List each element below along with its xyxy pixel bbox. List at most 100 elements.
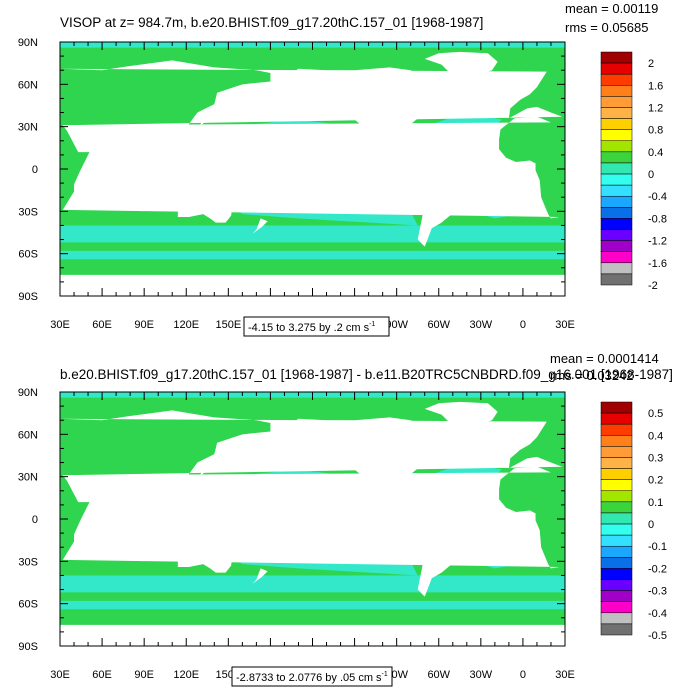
colorbar-label: -1.2: [648, 236, 667, 248]
map-area: [0, 392, 565, 646]
colorbar-label: -0.3: [648, 586, 667, 598]
colorbar-swatch: [600, 218, 633, 230]
colorbar-swatch: [600, 557, 633, 569]
x-tick-label: 30W: [470, 319, 493, 331]
colorbar-swatch: [600, 457, 633, 469]
map-panel-2: 30E60E90E120E150E180150W120W90W60W30W030…: [0, 351, 673, 687]
colorbar-label: -0.2: [648, 563, 667, 575]
land-greenland: [424, 51, 498, 85]
colorbar-swatch: [600, 579, 633, 591]
colorbar-swatch: [600, 468, 633, 480]
land-australia: [177, 184, 233, 223]
colorbar-swatch: [600, 590, 633, 602]
y-tick-label: 60N: [18, 79, 38, 91]
colorbar-swatch: [600, 62, 633, 75]
colorbar-swatch: [600, 195, 633, 208]
colorbar-swatch: [600, 490, 633, 503]
colorbar-swatch: [600, 568, 633, 580]
x-tick-label: 30W: [470, 669, 493, 681]
colorbar-swatch: [600, 523, 633, 536]
colorbar-swatch: [600, 129, 633, 142]
map-area: [0, 42, 565, 296]
colorbar-swatch: [600, 184, 633, 197]
colorbar-swatch: [600, 173, 633, 186]
y-tick-label: 90N: [18, 37, 38, 49]
land-japan: [200, 108, 218, 126]
colorbar-swatch: [600, 601, 633, 614]
stat-mean: mean = 0.00119: [565, 1, 658, 16]
colorbar-swatch: [600, 273, 633, 286]
colorbar-label: 0.1: [648, 497, 663, 509]
colorbar-label: 0.4: [648, 430, 663, 442]
colorbar-label: -0.4: [648, 608, 667, 620]
land-nz: [252, 568, 268, 584]
colorbar-swatch: [600, 479, 633, 492]
polar-cyan-band: [60, 250, 565, 260]
y-tick-label: 30S: [18, 556, 38, 568]
colorbar-swatch: [600, 240, 633, 252]
colorbar-swatch: [600, 96, 633, 108]
southern-cyan-band: [60, 225, 565, 243]
y-tick-label: 30S: [18, 206, 38, 218]
colorbar-swatch: [600, 85, 633, 97]
colorbar-swatch: [600, 545, 633, 558]
land-australia: [177, 534, 233, 573]
colorbar-label: -1.6: [648, 258, 667, 270]
y-tick-label: 90N: [18, 387, 38, 399]
contour-info-box: [231, 666, 393, 687]
land-uk: [514, 437, 525, 449]
y-tick-label: 60S: [18, 599, 38, 611]
colorbar-swatch: [600, 423, 633, 436]
colorbar-swatch: [600, 534, 633, 547]
panel-title: b.e20.BHIST.f09_g17.20thC.157_01 [1968-1…: [60, 367, 673, 382]
contour-info-box: [243, 316, 390, 337]
x-tick-label: 30E: [555, 669, 575, 681]
colorbar-label: 0.5: [648, 408, 663, 420]
land-europe_asia-wrap: [0, 410, 57, 516]
colorbar-label: 0.4: [648, 147, 663, 159]
land-europe_asia-wrap: [0, 60, 57, 166]
land-madagascar: [79, 185, 89, 205]
land-arabia: [67, 476, 98, 503]
colorbar-label: 0: [648, 169, 654, 181]
colorbar-swatch: [600, 446, 633, 458]
x-tick-label: 0: [520, 669, 526, 681]
land-n_america: [287, 67, 445, 158]
y-tick-label: 0: [32, 164, 38, 176]
stat-mean: mean = 0.0001414: [550, 351, 659, 366]
land-indonesia: [151, 511, 229, 532]
land-india: [113, 476, 145, 508]
colorbar-swatch: [600, 262, 633, 275]
y-tick-label: 30N: [18, 122, 38, 134]
x-tick-label: 150E: [215, 319, 241, 331]
colorbar-swatch: [600, 107, 633, 119]
x-tick-label: 30E: [555, 319, 575, 331]
colorbar-swatch: [600, 412, 633, 425]
colorbar-swatch: [600, 623, 633, 636]
colorbar-label: 0.3: [648, 452, 663, 464]
colorbar-label: 0.2: [648, 475, 663, 487]
colorbar-swatch: [600, 207, 633, 219]
land-n_america: [287, 417, 445, 508]
land-s_america: [409, 503, 474, 597]
y-tick-label: 90S: [18, 291, 38, 303]
x-tick-label: 60E: [92, 319, 112, 331]
y-tick-label: 30N: [18, 472, 38, 484]
colorbar-label: 0.8: [648, 125, 663, 137]
stat-rms: rms = 0.03242: [550, 368, 633, 383]
colorbar-swatch: [600, 229, 633, 241]
colorbar-swatch: [600, 251, 633, 264]
colorbar-label: -0.4: [648, 191, 667, 203]
map-panel-1: 30E60E90E120E150E180150W120W90W60W30W030…: [0, 1, 667, 337]
colorbar-swatch: [600, 118, 633, 130]
x-tick-label: 120E: [173, 669, 199, 681]
panel-title: VISOP at z= 984.7m, b.e20.BHIST.f09_g17.…: [60, 15, 483, 30]
x-tick-label: 60W: [427, 319, 450, 331]
contour-info: -2.8733 to 2.0776 by .05 cm s-1: [236, 671, 388, 684]
x-tick-label: 60E: [92, 669, 112, 681]
colorbar-label: -0.8: [648, 213, 667, 225]
colorbar-swatch: [600, 151, 633, 164]
land-nz: [252, 218, 268, 234]
x-tick-label: 60W: [427, 669, 450, 681]
colorbar-swatch: [600, 51, 633, 64]
